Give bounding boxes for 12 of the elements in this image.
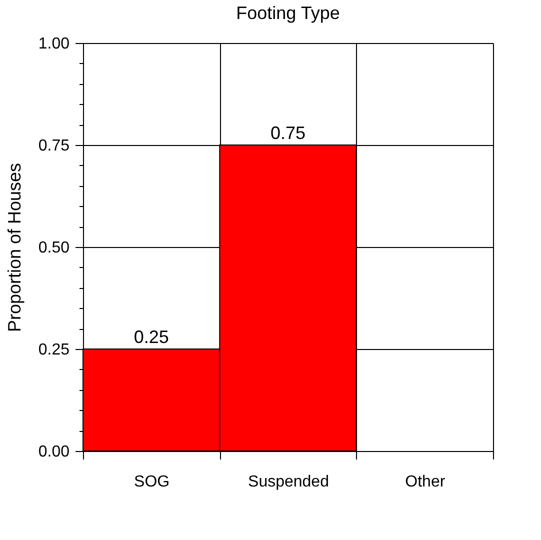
x-tick-label: SOG (134, 474, 170, 490)
x-tick-label: Suspended (248, 474, 329, 490)
y-tick-label: 0.75 (38, 138, 70, 154)
y-tick-label: 0.50 (38, 240, 70, 256)
data-label: 0.25 (134, 327, 169, 347)
x-tick-label: Other (405, 474, 446, 490)
y-tick-label: 1.00 (38, 36, 70, 52)
y-tick-label: 0.00 (38, 444, 70, 460)
y-tick-label: 0.25 (38, 342, 70, 358)
y-axis-title: Proportion of Houses (4, 162, 24, 332)
data-label: 0.75 (270, 123, 306, 143)
chart-title: Footing Type (236, 3, 340, 23)
